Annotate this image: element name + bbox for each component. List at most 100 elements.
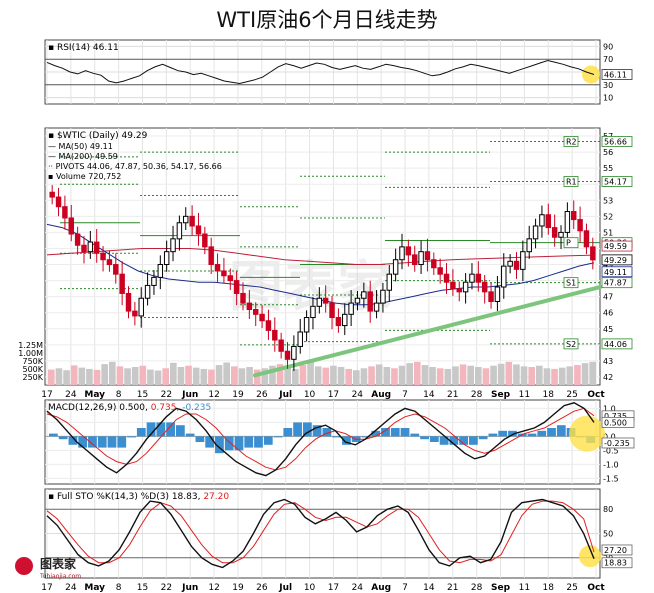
macd-value-text: -0.235 bbox=[604, 439, 630, 448]
candle-body bbox=[475, 273, 482, 283]
candle-body bbox=[348, 302, 354, 315]
volume-bar bbox=[231, 366, 238, 385]
candle-body bbox=[189, 215, 195, 227]
volume-bar bbox=[185, 365, 192, 385]
x-tick-label: 8 bbox=[116, 583, 122, 593]
volume-bar bbox=[490, 365, 497, 385]
pivot-value-tag bbox=[601, 176, 633, 187]
candle-body bbox=[501, 265, 507, 288]
candle-body bbox=[221, 270, 227, 277]
candle-body bbox=[291, 345, 297, 360]
x-tick-label: 7 bbox=[402, 583, 408, 593]
rsi-tick-label: 10 bbox=[603, 94, 613, 103]
macd-histogram-bar bbox=[254, 436, 263, 448]
volume-bar bbox=[375, 364, 383, 385]
volume-bar bbox=[63, 370, 70, 385]
candle-body bbox=[125, 292, 132, 312]
volume-bar bbox=[93, 369, 101, 385]
macd-value-text: 0.500 bbox=[604, 418, 627, 427]
macd-histogram-bar bbox=[322, 428, 332, 437]
volume-bar bbox=[154, 370, 162, 385]
pivot-tag-name: P bbox=[566, 239, 571, 248]
macd-histogram-bar bbox=[556, 425, 566, 437]
volume-bar bbox=[337, 367, 345, 385]
volume-tick-label: 750K bbox=[22, 357, 43, 366]
candle-body bbox=[265, 320, 272, 331]
candle-body bbox=[558, 231, 564, 238]
candle-body bbox=[513, 260, 520, 270]
candle-body bbox=[93, 241, 100, 254]
macd-value-text: 0.735 bbox=[604, 412, 627, 421]
x-tick-label: 19 bbox=[232, 583, 244, 593]
candle-body bbox=[157, 264, 164, 278]
candle-body bbox=[462, 281, 469, 293]
pivot-value-tag bbox=[601, 277, 633, 289]
volume-bar bbox=[383, 367, 391, 385]
volume-bar bbox=[452, 366, 459, 385]
candle-body bbox=[246, 302, 253, 311]
candle-body bbox=[412, 254, 418, 266]
x-tick-label: 28 bbox=[471, 390, 483, 400]
volume-bar bbox=[131, 367, 139, 385]
x-tick-label: 24 bbox=[65, 583, 77, 593]
macd-tick-label: -1.0 bbox=[603, 460, 619, 469]
volume-bar bbox=[391, 368, 398, 385]
price-tick-label: 46 bbox=[603, 309, 613, 318]
candle-body bbox=[55, 196, 62, 208]
volume-bar bbox=[276, 364, 284, 385]
candle-body bbox=[551, 227, 558, 238]
candle-body bbox=[329, 302, 335, 319]
sto-value-tag bbox=[601, 544, 633, 556]
volume-bar bbox=[505, 361, 513, 385]
candle-body bbox=[163, 251, 170, 266]
sto-tick-label: 80 bbox=[603, 505, 613, 514]
pivots-legend: ·· PIVOTS 44.06, 47.87, 50.36, 54.17, 56… bbox=[48, 162, 222, 171]
volume-bar bbox=[543, 368, 551, 385]
macd-histogram-bar bbox=[371, 430, 381, 437]
sto-k-line bbox=[46, 498, 595, 569]
candle-body bbox=[106, 259, 113, 266]
volume-bar bbox=[551, 368, 558, 385]
candle-body bbox=[342, 313, 348, 327]
x-tick-label: 18 bbox=[543, 390, 555, 400]
macd-histogram-bar bbox=[342, 436, 351, 445]
candle-body bbox=[450, 281, 456, 290]
volume-bar bbox=[459, 364, 467, 385]
macd-histogram-bar bbox=[400, 428, 410, 437]
volume-bar bbox=[436, 368, 444, 385]
volume-bar bbox=[101, 364, 108, 385]
price-tick-label: 56 bbox=[603, 148, 613, 157]
rsi-tick-label: 30 bbox=[603, 81, 613, 90]
logo-text: 图表家 bbox=[40, 556, 77, 571]
volume-bar bbox=[86, 368, 93, 385]
x-tick-label: Jun bbox=[181, 583, 198, 593]
price-tick-label: 42 bbox=[603, 373, 613, 382]
x-tick-label: 26 bbox=[256, 583, 268, 593]
macd-histogram-bar bbox=[224, 436, 234, 451]
macd-histogram-bar bbox=[195, 436, 205, 442]
volume-bar bbox=[253, 369, 261, 385]
pivot-value-text: 54.17 bbox=[604, 177, 627, 186]
volume-bar bbox=[353, 370, 360, 385]
volume-bar bbox=[55, 368, 63, 385]
rsi-value-tag-text: 46.11 bbox=[604, 70, 627, 79]
x-tick-label: 25 bbox=[566, 390, 577, 400]
candle-body bbox=[373, 302, 380, 312]
logo-icon bbox=[15, 557, 33, 575]
sto-label: ▪ Full STO %K(14,3) %D(3) 18.83, 27.20 bbox=[48, 492, 229, 502]
volume-bar bbox=[444, 368, 452, 385]
candle-body bbox=[507, 260, 513, 267]
candle-body bbox=[367, 291, 373, 312]
price-tick-label: 55 bbox=[603, 164, 613, 173]
rsi-tick-label: 70 bbox=[603, 55, 613, 64]
pivot-tag bbox=[563, 136, 579, 147]
sto-highlight bbox=[579, 545, 601, 568]
candle-body bbox=[437, 267, 443, 275]
volume-bar bbox=[330, 365, 337, 385]
x-tick-label: May bbox=[84, 583, 105, 593]
x-tick-label: 25 bbox=[566, 583, 577, 593]
x-tick-label: 24 bbox=[352, 390, 364, 400]
volume-bar bbox=[147, 369, 154, 385]
